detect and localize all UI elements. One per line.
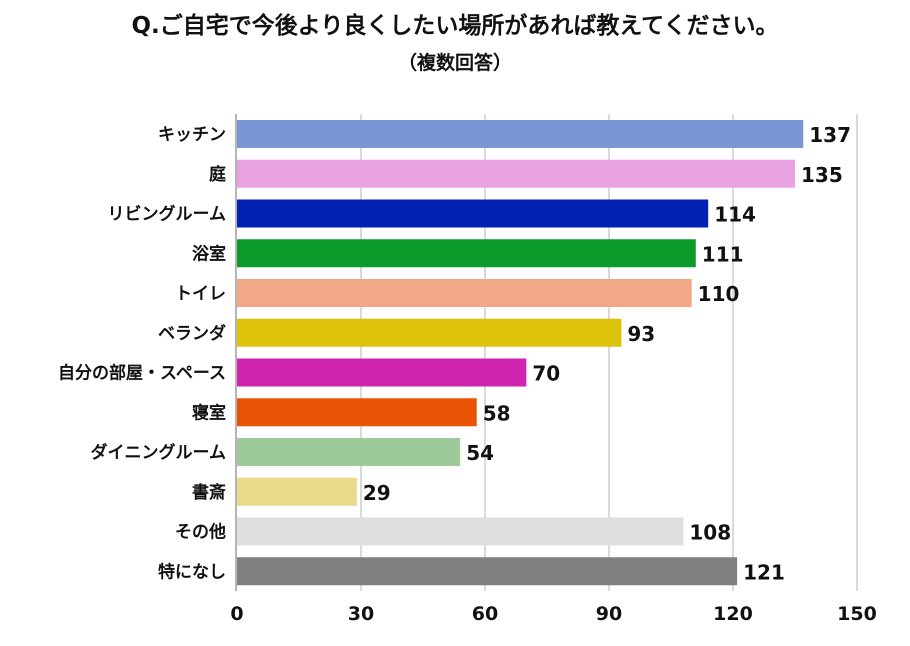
- bar: [237, 557, 738, 586]
- category-label: 自分の部屋・スペース: [58, 363, 226, 384]
- x-tick-label: 0: [230, 603, 243, 625]
- bar: [237, 398, 477, 427]
- x-tick-label: 120: [713, 603, 753, 625]
- data-label: 110: [698, 282, 740, 306]
- category-label: リビングルーム: [108, 204, 227, 225]
- data-label: 58: [483, 401, 511, 425]
- category-label: その他: [175, 522, 226, 543]
- bar: [237, 239, 696, 268]
- data-label: 111: [702, 242, 744, 266]
- bar: [237, 438, 461, 466]
- data-label: 135: [801, 163, 843, 187]
- data-label: 108: [689, 521, 731, 545]
- bar: [237, 279, 692, 307]
- bar: [237, 120, 804, 148]
- x-tick-label: 30: [348, 603, 374, 625]
- category-label: ベランダ: [158, 323, 226, 344]
- bar: [237, 517, 684, 546]
- category-label: トイレ: [175, 284, 226, 304]
- category-label: 庭: [209, 164, 226, 185]
- data-label: 114: [714, 203, 756, 227]
- data-label: 29: [363, 481, 391, 505]
- data-label: 93: [627, 322, 655, 346]
- bar: [237, 358, 527, 387]
- data-label: 137: [809, 123, 851, 147]
- data-label: 70: [532, 362, 560, 386]
- category-label: ダイニングルーム: [91, 442, 227, 463]
- bar: [237, 199, 709, 228]
- x-tick-label: 150: [837, 603, 877, 625]
- category-label: 寝室: [192, 402, 226, 423]
- bar: [237, 477, 357, 506]
- chart-title: Q.ご自宅で今後より良くしたい場所があれば教えてください。: [131, 13, 779, 39]
- category-label: 浴室: [192, 243, 226, 264]
- category-label: キッチン: [158, 125, 226, 145]
- data-label: 54: [466, 441, 494, 465]
- x-tick-label: 90: [596, 603, 622, 625]
- data-label: 121: [743, 560, 785, 584]
- chart-subtitle: （複数回答）: [397, 52, 512, 74]
- bar: [237, 159, 795, 188]
- category-label: 書斎: [192, 482, 226, 503]
- category-label: 特になし: [158, 561, 226, 582]
- x-tick-label: 60: [472, 603, 498, 625]
- bar: [237, 318, 622, 347]
